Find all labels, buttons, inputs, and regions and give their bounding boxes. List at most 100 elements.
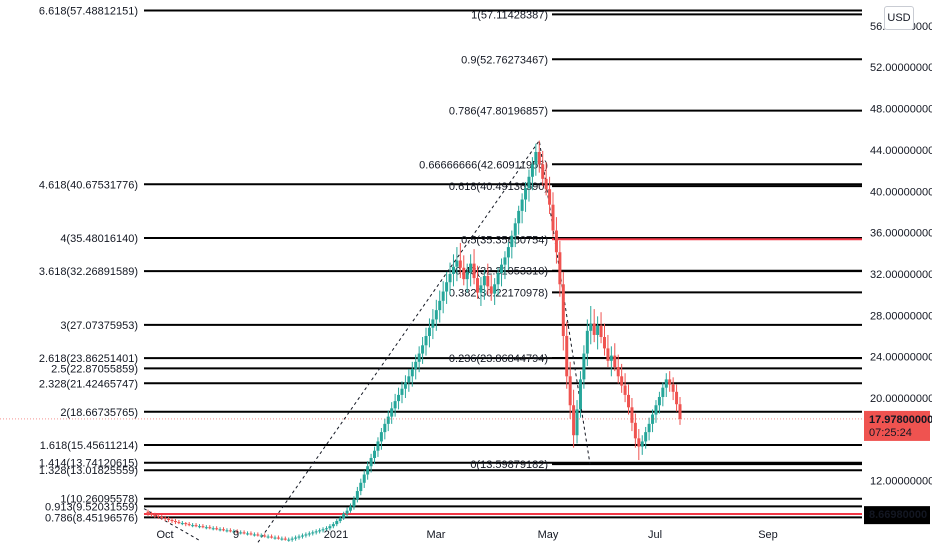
candle-body[interactable] — [283, 538, 287, 540]
candle-body[interactable] — [390, 408, 394, 417]
candle-body[interactable] — [496, 272, 500, 285]
candle-body[interactable] — [506, 247, 510, 258]
candle-body[interactable] — [366, 466, 370, 475]
candle-body[interactable] — [156, 515, 160, 517]
candle-body[interactable] — [180, 523, 184, 525]
candle-body[interactable] — [414, 361, 418, 370]
candle-body[interactable] — [393, 401, 397, 409]
candle-body[interactable] — [184, 523, 188, 525]
candle-body[interactable] — [359, 482, 363, 492]
candle-body[interactable] — [386, 416, 390, 424]
candle-body[interactable] — [349, 506, 353, 511]
candle-body[interactable] — [338, 517, 342, 522]
candle-body[interactable] — [410, 369, 414, 377]
candle-body[interactable] — [239, 532, 243, 534]
candle-body[interactable] — [627, 394, 631, 408]
candle-body[interactable] — [211, 528, 215, 530]
candle-body[interactable] — [630, 407, 634, 423]
candle-body[interactable] — [486, 276, 490, 287]
candle-body[interactable] — [568, 376, 572, 406]
candle-body[interactable] — [537, 151, 541, 165]
candle-body[interactable] — [647, 423, 651, 433]
candle-body[interactable] — [623, 385, 627, 395]
candle-body[interactable] — [441, 291, 445, 301]
candle-body[interactable] — [342, 513, 346, 518]
candle-body[interactable] — [400, 388, 404, 395]
candle-body[interactable] — [167, 518, 171, 520]
candle-body[interactable] — [287, 539, 291, 541]
candle-body[interactable] — [530, 164, 534, 177]
candle-body[interactable] — [246, 533, 250, 535]
candle-body[interactable] — [197, 526, 201, 528]
candle-body[interactable] — [376, 441, 380, 451]
candle-body[interactable] — [578, 379, 582, 410]
candle-body[interactable] — [451, 266, 455, 274]
candle-body[interactable] — [427, 327, 431, 336]
candle-body[interactable] — [369, 457, 373, 467]
candle-body[interactable] — [235, 531, 239, 533]
candle-body[interactable] — [314, 531, 318, 533]
candle-body[interactable] — [548, 189, 552, 205]
candle-body[interactable] — [318, 530, 322, 532]
candle-body[interactable] — [520, 199, 524, 211]
candle-body[interactable] — [256, 534, 260, 536]
candle-body[interactable] — [290, 538, 294, 540]
candle-body[interactable] — [307, 533, 311, 535]
candle-body[interactable] — [527, 176, 531, 189]
candle-body[interactable] — [475, 278, 479, 293]
candle-body[interactable] — [194, 525, 198, 527]
candle-body[interactable] — [493, 284, 497, 294]
candle-body[interactable] — [242, 532, 246, 534]
candle-body[interactable] — [273, 537, 277, 539]
candle-body[interactable] — [558, 252, 562, 285]
candle-body[interactable] — [602, 337, 606, 349]
candle-body[interactable] — [554, 230, 558, 253]
candle-body[interactable] — [510, 235, 514, 248]
candle-body[interactable] — [606, 348, 610, 361]
candle-body[interactable] — [204, 527, 208, 529]
fib-trend-dashed-line[interactable] — [143, 508, 201, 542]
candle-body[interactable] — [513, 223, 517, 236]
candle-body[interactable] — [335, 521, 339, 525]
candle-body[interactable] — [479, 285, 483, 293]
candle-body[interactable] — [445, 282, 449, 292]
candle-body[interactable] — [455, 260, 459, 267]
candle-body[interactable] — [304, 534, 308, 536]
candle-body[interactable] — [149, 513, 153, 515]
candle-body[interactable] — [524, 188, 528, 200]
candle-body[interactable] — [397, 394, 401, 402]
candle-body[interactable] — [575, 409, 579, 436]
candle-body[interactable] — [355, 491, 359, 500]
candle-body[interactable] — [383, 423, 387, 433]
candle-body[interactable] — [163, 517, 167, 519]
candle-body[interactable] — [362, 474, 366, 483]
candle-body[interactable] — [592, 323, 596, 335]
candle-body[interactable] — [297, 536, 301, 538]
candle-body[interactable] — [263, 535, 267, 537]
candle-body[interactable] — [187, 524, 191, 526]
candle-body[interactable] — [434, 310, 438, 320]
candle-body[interactable] — [561, 284, 565, 336]
candle-body[interactable] — [345, 510, 349, 514]
candle-body[interactable] — [417, 353, 421, 362]
candle-body[interactable] — [421, 345, 425, 354]
candle-body[interactable] — [472, 263, 476, 279]
candle-body[interactable] — [671, 384, 675, 392]
candle-body[interactable] — [300, 535, 304, 537]
candle-body[interactable] — [146, 511, 150, 514]
candle-body[interactable] — [379, 432, 383, 442]
candle-body[interactable] — [294, 537, 298, 539]
candle-body[interactable] — [503, 257, 507, 265]
candle-body[interactable] — [596, 325, 600, 335]
candle-body[interactable] — [664, 379, 668, 388]
candle-body[interactable] — [259, 535, 263, 537]
candle-body[interactable] — [458, 260, 462, 268]
candle-body[interactable] — [431, 319, 435, 328]
candle-body[interactable] — [177, 522, 181, 524]
candle-body[interactable] — [465, 271, 469, 280]
candle-body[interactable] — [249, 533, 253, 535]
candle-body[interactable] — [541, 164, 545, 179]
candle-body[interactable] — [678, 404, 682, 419]
candle-body[interactable] — [534, 151, 538, 165]
